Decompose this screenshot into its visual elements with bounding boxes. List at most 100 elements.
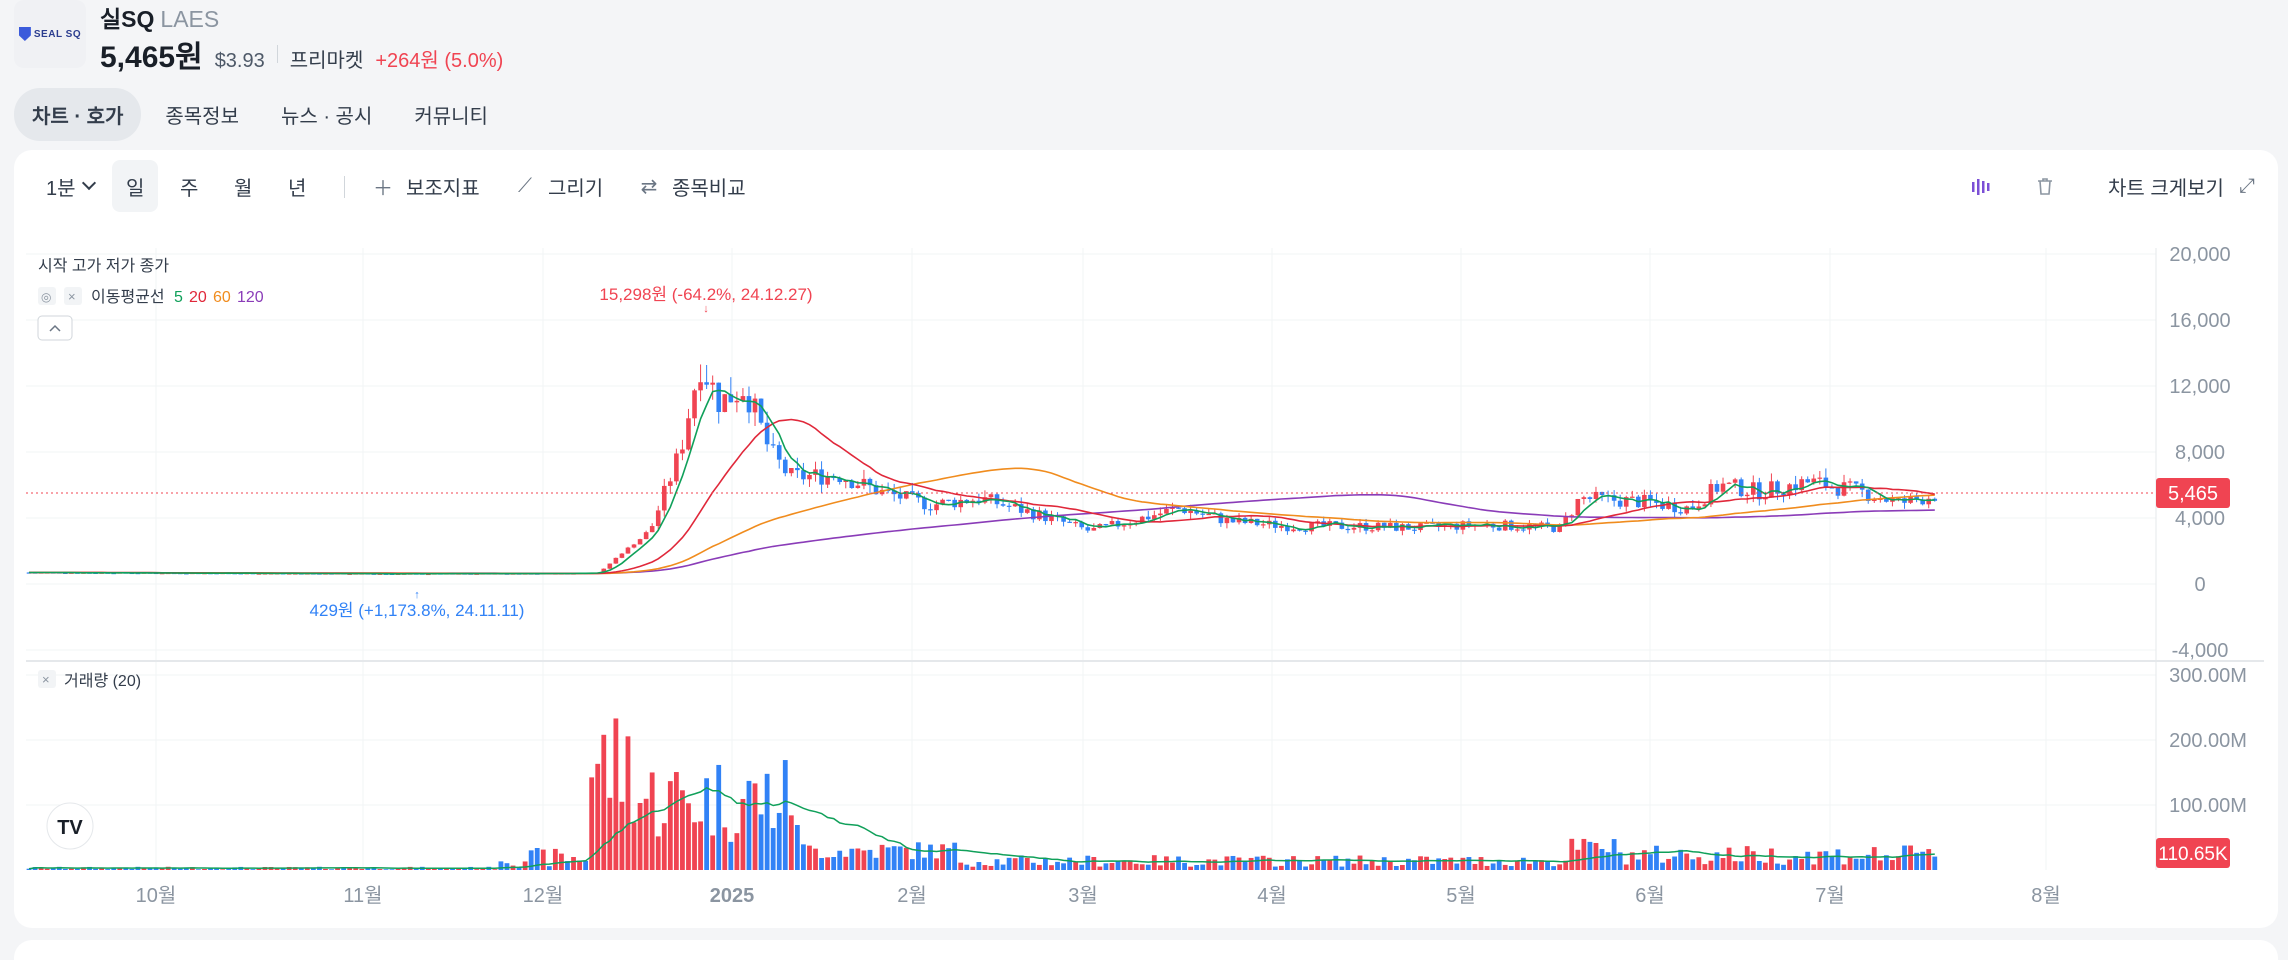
volume-bar: [1018, 855, 1024, 870]
candle-body: [1750, 482, 1756, 495]
candle-body: [1581, 497, 1587, 499]
plus-icon: ＋: [373, 177, 393, 200]
candle-body: [625, 547, 631, 554]
period-month[interactable]: 월: [234, 177, 253, 200]
compare-button[interactable]: ⇄ 종목비교: [638, 160, 746, 212]
volume-bar: [589, 777, 595, 870]
volume-bar: [1109, 863, 1115, 870]
volume-bar: [492, 869, 498, 870]
volume-tick-label: 100.00M: [2169, 795, 2247, 817]
volume-bar: [849, 848, 855, 870]
seal-shield-icon: [18, 27, 31, 41]
ma-remove-button[interactable]: [64, 287, 82, 305]
tab-info[interactable]: 종목정보: [165, 106, 239, 128]
volume-bar: [879, 844, 885, 870]
candle-body: [1563, 516, 1569, 525]
candle-body: [1884, 498, 1889, 502]
interval-select[interactable]: 1분: [32, 160, 108, 212]
volume-bar: [226, 869, 232, 870]
candle-body: [728, 394, 734, 403]
candle-body: [1085, 527, 1091, 531]
candles: [26, 364, 1938, 576]
candle-body: [1012, 504, 1018, 507]
volume-bar: [1333, 855, 1339, 870]
candle-body: [1853, 481, 1859, 484]
candle-body: [1006, 505, 1012, 507]
volume-bar: [1799, 858, 1805, 870]
candle-body: [1351, 527, 1357, 530]
tab-news[interactable]: 뉴스 · 공시: [280, 106, 373, 128]
volume-bar: [776, 812, 782, 870]
period-week[interactable]: 주: [180, 177, 199, 200]
volume-bar: [1030, 862, 1036, 870]
candle-body: [1158, 513, 1163, 516]
volume-bar: [1920, 851, 1926, 870]
volume-bar: [807, 845, 812, 870]
candle-body: [710, 382, 715, 385]
volume-bar: [819, 858, 824, 870]
volume-bar: [1315, 856, 1321, 870]
delete-button[interactable]: [2034, 160, 2056, 212]
volume-tick-label: 300.00M: [2169, 665, 2247, 687]
toolbar-divider: [344, 176, 345, 198]
draw-button[interactable]: ⟋ 그리기: [514, 160, 603, 212]
volume-bar: [141, 867, 147, 870]
volume-bar: [298, 867, 304, 870]
compare-label: 종목비교: [672, 177, 746, 200]
bars-icon: [1972, 179, 1990, 195]
tradingview-badge[interactable]: [46, 802, 94, 850]
volume-bar: [1932, 856, 1938, 870]
volume-bar: [1121, 860, 1127, 870]
volume-bar: [1145, 864, 1151, 870]
candle-body: [867, 478, 873, 486]
price-tick-label: 0: [2194, 574, 2205, 596]
volume-bar: [1024, 857, 1030, 870]
time-tick-label: 4월: [1257, 884, 1287, 907]
candle-body: [1285, 525, 1290, 532]
close-icon: ×: [68, 289, 76, 304]
volume-bar: [577, 860, 582, 870]
candle-body: [692, 390, 697, 419]
volume-bar: [117, 868, 123, 870]
volume-bar: [1502, 864, 1508, 870]
volume-bar: [1351, 863, 1357, 870]
candle-body: [643, 532, 649, 540]
candle-body: [607, 563, 613, 569]
candle-body: [873, 485, 879, 495]
candle-body: [940, 499, 945, 505]
high-arrow-icon: ↓: [703, 303, 709, 315]
time-axis: 10월 11월 12월 2025 2월 3월 4월 5월 6월 7월 8월: [136, 884, 2061, 907]
tab-chart[interactable]: 차트 · 호가: [14, 88, 142, 141]
candle-body: [1018, 504, 1024, 513]
volume-bar: [571, 857, 576, 870]
stock-name-row: 실SQ LAES: [100, 0, 219, 34]
collapse-legend-button[interactable]: [37, 315, 73, 341]
volume-bar: [861, 850, 867, 870]
candle-body: [716, 382, 722, 413]
volume-bar: [1756, 861, 1762, 870]
volume-bar: [1012, 858, 1018, 870]
volume-bar: [1871, 847, 1877, 870]
volume-bar: [1164, 856, 1169, 870]
expand-chart-button[interactable]: 차트 크게보기 ⤢: [2108, 160, 2258, 212]
candle-body: [1381, 522, 1387, 528]
volume-bar: [934, 858, 939, 870]
ma-visibility-toggle[interactable]: [38, 287, 56, 305]
candle-body: [1738, 479, 1744, 497]
draw-label: 그리기: [548, 177, 604, 200]
tab-community[interactable]: 커뮤니티: [414, 106, 488, 128]
high-annotation: 15,298원 (-64.2%, 24.12.27): [599, 285, 812, 304]
indicators-button[interactable]: ＋ 보조지표: [372, 160, 480, 212]
volume-remove-button[interactable]: [38, 670, 56, 688]
candle-body: [655, 510, 661, 527]
logo-text: SEAL SQ: [33, 28, 82, 40]
time-tick-label: 2025: [710, 885, 755, 907]
chart-style-button[interactable]: [1970, 160, 1992, 212]
volume-bar: [546, 866, 552, 870]
volume-bar: [444, 868, 449, 870]
candle-body: [789, 468, 794, 474]
period-year[interactable]: 년: [288, 177, 307, 200]
candle-body: [879, 489, 885, 495]
period-day[interactable]: 일: [112, 160, 159, 212]
